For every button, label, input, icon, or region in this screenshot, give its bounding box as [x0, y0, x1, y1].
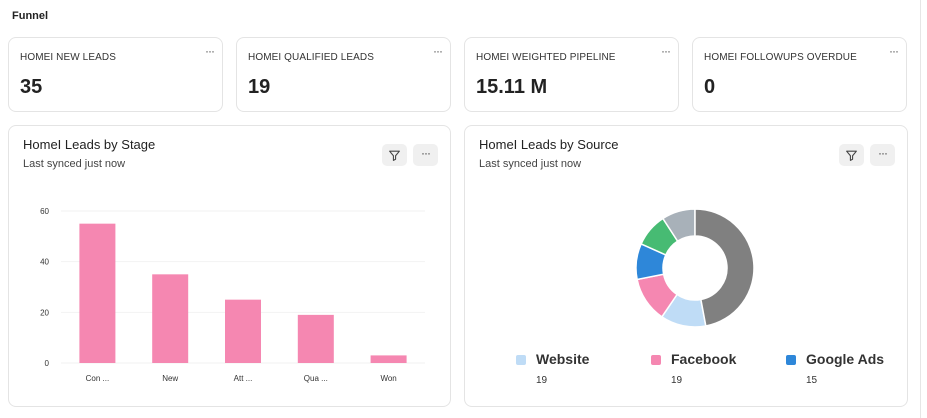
leads-by-stage-card: HomeI Leads by Stage Last synced just no… [8, 125, 451, 407]
legend-count: 19 [671, 375, 683, 386]
leads-by-source-card: HomeI Leads by Source Last synced just n… [464, 125, 908, 407]
x-tick-label: Qua ... [304, 374, 328, 383]
kpi-label: HOMEI QUALIFIED LEADS [248, 52, 375, 63]
kpi-label: HOMEI FOLLOWUPS OVERDUE [704, 52, 857, 63]
filter-icon [389, 150, 400, 161]
kpi-card-new-leads: HOMEI NEW LEADS 35 ··· [8, 37, 223, 112]
donut-chart [635, 208, 755, 328]
card-title: HomeI Leads by Source [479, 137, 619, 152]
kpi-label: HOMEI NEW LEADS [20, 52, 116, 63]
x-tick-label: New [162, 374, 178, 383]
legend-label: Google Ads [806, 351, 885, 367]
more-button[interactable]: ··· [870, 144, 895, 166]
kpi-value: 15.11 M [476, 76, 548, 98]
bar [225, 299, 261, 363]
more-icon[interactable]: ··· [661, 44, 671, 58]
bar [370, 355, 407, 363]
y-tick-label: 20 [40, 308, 49, 317]
legend-count: 15 [806, 375, 818, 386]
filter-icon [846, 150, 857, 161]
card-subtitle: Last synced just now [479, 158, 582, 170]
legend-swatch [651, 355, 661, 365]
donut-slice [694, 208, 755, 327]
kpi-value: 19 [248, 76, 271, 98]
y-tick-label: 40 [40, 258, 49, 267]
x-tick-label: Con ... [86, 374, 110, 383]
more-icon[interactable]: ··· [889, 44, 899, 58]
kpi-value: 0 [704, 76, 716, 98]
kpi-card-weighted-pipeline: HOMEI WEIGHTED PIPELINE 15.11 M ··· [464, 37, 679, 112]
x-tick-label: Att ... [234, 374, 253, 383]
card-title: HomeI Leads by Stage [23, 137, 156, 152]
section-title: Funnel [12, 10, 49, 22]
filter-button[interactable] [382, 144, 407, 166]
legend-count: 19 [536, 375, 548, 386]
filter-button[interactable] [839, 144, 864, 166]
kpi-value: 35 [20, 76, 43, 98]
legend-swatch [516, 355, 526, 365]
page-divider [920, 0, 921, 418]
legend-swatch [786, 355, 796, 365]
y-tick-label: 60 [40, 207, 49, 216]
bar [79, 223, 116, 363]
y-tick-label: 0 [45, 359, 50, 368]
bar-chart: 0 20 40 60 Con ... New Att ... Qua ... Won [40, 207, 425, 383]
kpi-card-followups-overdue: HOMEI FOLLOWUPS OVERDUE 0 ··· [692, 37, 907, 112]
card-subtitle: Last synced just now [23, 158, 126, 170]
bar [297, 314, 334, 363]
kpi-label: HOMEI WEIGHTED PIPELINE [476, 52, 616, 63]
legend-label: Facebook [671, 351, 737, 367]
more-icon[interactable]: ··· [433, 44, 443, 58]
legend-label: Website [536, 351, 590, 367]
bar [152, 274, 189, 363]
x-tick-label: Won [380, 374, 396, 383]
more-button[interactable]: ··· [413, 144, 438, 166]
kpi-card-qualified-leads: HOMEI QUALIFIED LEADS 19 ··· [236, 37, 451, 112]
more-icon[interactable]: ··· [205, 44, 215, 58]
